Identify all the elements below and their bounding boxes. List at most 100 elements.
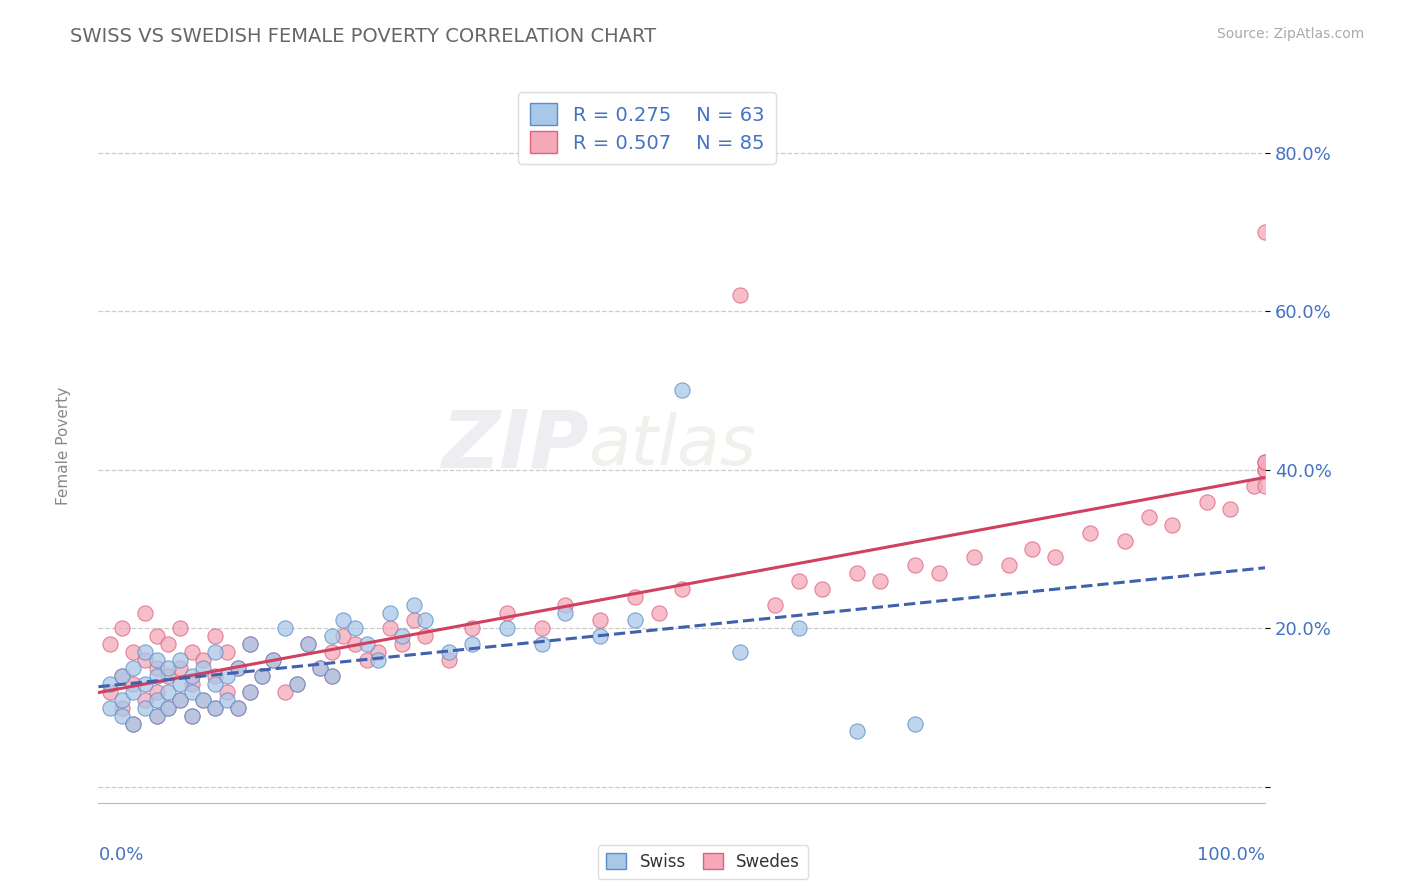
Point xyxy=(1243,478,1265,492)
Point xyxy=(297,637,319,651)
Point xyxy=(380,606,402,620)
Point xyxy=(321,669,343,683)
Point xyxy=(285,677,308,691)
Point xyxy=(285,677,308,691)
Point xyxy=(1161,518,1184,533)
Point xyxy=(530,621,553,635)
Point xyxy=(413,614,436,628)
Point xyxy=(239,637,262,651)
Point xyxy=(157,685,180,699)
Point xyxy=(239,685,262,699)
Point xyxy=(134,653,156,667)
Text: atlas: atlas xyxy=(589,412,756,480)
Text: 100.0%: 100.0% xyxy=(1198,846,1265,863)
Point xyxy=(344,621,367,635)
Point xyxy=(146,661,169,675)
Point xyxy=(262,653,284,667)
Point xyxy=(1254,455,1277,469)
Point xyxy=(730,645,752,659)
Point xyxy=(146,685,169,699)
Point xyxy=(671,582,693,596)
Point xyxy=(554,606,576,620)
Point xyxy=(228,700,250,714)
Point xyxy=(1219,502,1241,516)
Point xyxy=(134,700,156,714)
Point xyxy=(134,606,156,620)
Point xyxy=(402,598,425,612)
Point xyxy=(1254,478,1277,492)
Legend: R = 0.275    N = 63, R = 0.507    N = 85: R = 0.275 N = 63, R = 0.507 N = 85 xyxy=(517,92,776,164)
Point xyxy=(321,629,343,643)
Point xyxy=(122,716,145,731)
Text: SWISS VS SWEDISH FEMALE POVERTY CORRELATION CHART: SWISS VS SWEDISH FEMALE POVERTY CORRELAT… xyxy=(70,27,657,45)
Point xyxy=(98,685,121,699)
Point xyxy=(811,582,834,596)
Point xyxy=(215,685,238,699)
Point xyxy=(356,637,378,651)
Point xyxy=(111,669,134,683)
Point xyxy=(169,653,191,667)
Point xyxy=(380,621,402,635)
Point xyxy=(122,716,145,731)
Point xyxy=(1080,526,1102,541)
Point xyxy=(309,661,332,675)
Point xyxy=(157,661,180,675)
Point xyxy=(122,677,145,691)
Point xyxy=(461,637,484,651)
Point xyxy=(367,653,389,667)
Point xyxy=(332,614,354,628)
Point xyxy=(204,669,226,683)
Point xyxy=(413,629,436,643)
Point xyxy=(146,669,169,683)
Point xyxy=(193,692,215,706)
Point xyxy=(787,621,810,635)
Point xyxy=(180,708,202,723)
Point xyxy=(180,708,202,723)
Point xyxy=(554,598,576,612)
Point xyxy=(180,669,202,683)
Point xyxy=(111,692,134,706)
Point xyxy=(846,566,869,580)
Point xyxy=(1114,534,1136,549)
Point xyxy=(962,549,984,564)
Point xyxy=(134,645,156,659)
Point xyxy=(169,621,191,635)
Point xyxy=(624,614,647,628)
Point xyxy=(157,637,180,651)
Point xyxy=(239,637,262,651)
Point xyxy=(193,661,215,675)
Point xyxy=(530,637,553,651)
Point xyxy=(146,708,169,723)
Point xyxy=(146,629,169,643)
Point xyxy=(215,645,238,659)
Point xyxy=(111,700,134,714)
Point xyxy=(111,621,134,635)
Point xyxy=(180,677,202,691)
Point xyxy=(1254,455,1277,469)
Point xyxy=(157,700,180,714)
Point xyxy=(98,637,121,651)
Point xyxy=(321,669,343,683)
Point xyxy=(228,661,250,675)
Point xyxy=(215,692,238,706)
Text: Source: ZipAtlas.com: Source: ZipAtlas.com xyxy=(1216,27,1364,41)
Point xyxy=(928,566,950,580)
Point xyxy=(332,629,354,643)
Text: ZIP: ZIP xyxy=(441,407,589,485)
Point xyxy=(461,621,484,635)
Point xyxy=(869,574,891,588)
Point xyxy=(402,614,425,628)
Point xyxy=(297,637,319,651)
Point xyxy=(169,692,191,706)
Point xyxy=(1197,494,1219,508)
Point xyxy=(250,669,273,683)
Point xyxy=(391,637,413,651)
Point xyxy=(157,669,180,683)
Point xyxy=(228,661,250,675)
Point xyxy=(262,653,284,667)
Point xyxy=(647,606,669,620)
Point xyxy=(904,558,927,572)
Point xyxy=(169,692,191,706)
Point xyxy=(193,692,215,706)
Point xyxy=(111,669,134,683)
